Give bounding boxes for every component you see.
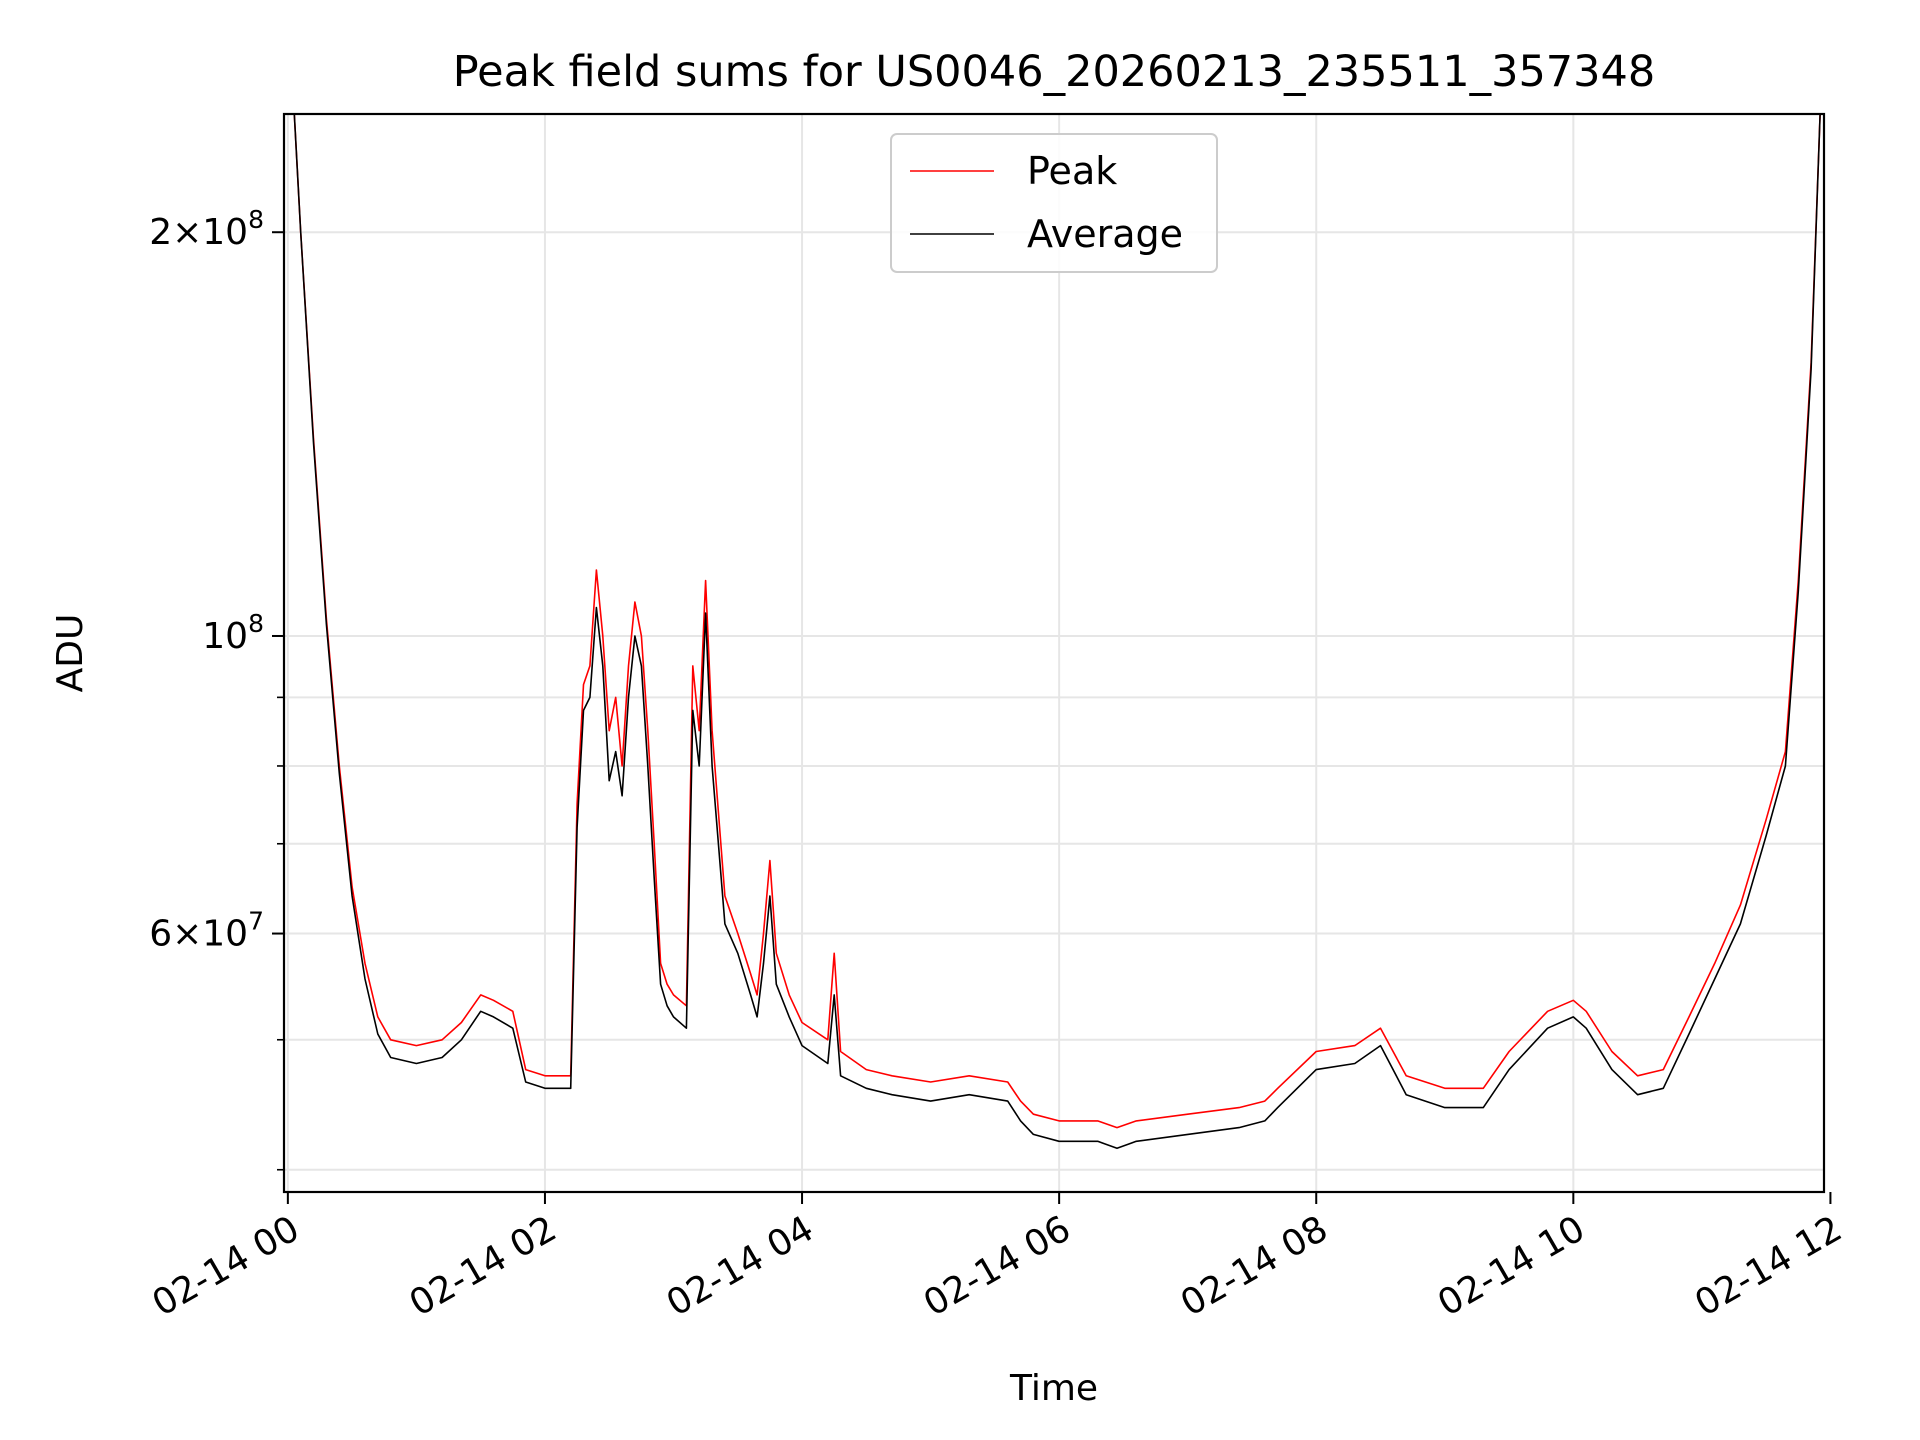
legend-label-average: Average (1027, 212, 1183, 256)
x-axis-label: Time (1009, 1368, 1098, 1409)
legend-label-peak: Peak (1027, 149, 1117, 193)
chart: Peak field sums for US0046_20260213_2355… (0, 0, 1920, 1440)
chart-title: Peak field sums for US0046_20260213_2355… (453, 47, 1656, 97)
y-tick-label: 2×108 (149, 205, 264, 253)
y-tick-label: 6×107 (149, 907, 264, 955)
y-axis-label: ADU (50, 614, 91, 693)
legend: Peak Average (891, 134, 1217, 272)
